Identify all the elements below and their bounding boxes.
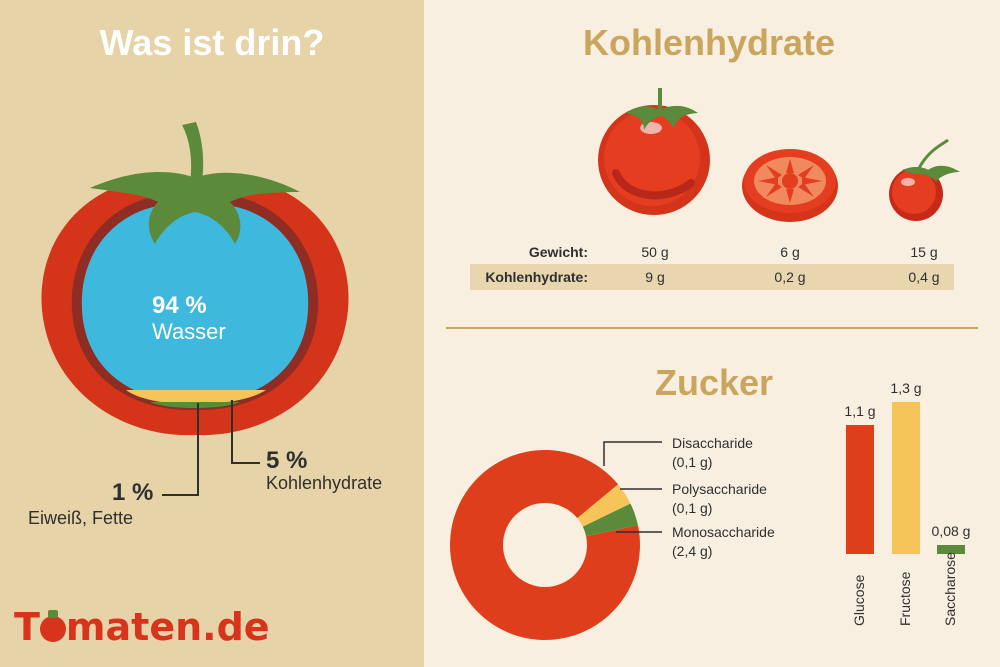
bar-fructose [892, 402, 920, 554]
table-cell: 9 g [645, 269, 665, 285]
logo-suffix: maten.de [65, 605, 270, 649]
table-cell: 50 g [641, 244, 669, 260]
composition-leader-lines [162, 400, 260, 496]
donut-leader-lines [603, 441, 662, 533]
bar-value-label: 0,08 g [931, 522, 971, 539]
sugar-donut-chart [450, 450, 640, 640]
composition-title: Was ist drin? [99, 22, 325, 63]
bar-category-label: Glucose [851, 574, 867, 626]
bar-glucose [846, 425, 874, 554]
protein-label: Eiweiß, Fette [28, 508, 134, 528]
donut-label-polysaccharide: Polysaccharide (0,1 g) [672, 480, 767, 518]
table-row-gewicht: Gewicht: 50 g 6 g 15 g [470, 239, 954, 265]
sugar-bar-chart: 1,1 g Glucose 1,3 g Fructose 0,08 g Saccharos… [830, 380, 1000, 667]
table-cell: 6 g [780, 244, 800, 260]
tomato-whole-icon [598, 88, 710, 215]
logo-prefix: T [14, 605, 40, 649]
table-row-label: Gewicht: [528, 244, 588, 260]
donut-label-value: (0,1 g) [672, 500, 713, 516]
tomato-slice-icon [742, 149, 838, 222]
carbs-title: Kohlenhydrate [583, 22, 836, 63]
table-row-kohlenhydrate: Kohlenhydrate: 9 g 0,2 g 0,4 g [470, 264, 954, 290]
water-pct: 94 % [152, 292, 207, 319]
donut-hole [503, 503, 587, 587]
carbs-pct: 5 % [266, 447, 308, 474]
table-cell: 0,2 g [774, 269, 806, 285]
donut-label-monosaccharide: Monosaccharide (2,4 g) [672, 523, 775, 561]
donut-label-name: Polysaccharide [672, 481, 767, 497]
carbs-label: Kohlenhydrate [266, 473, 383, 493]
table-row-label: Kohlenhydrate: [485, 269, 588, 285]
bar-value-label: 1,1 g [844, 403, 876, 420]
protein-pct: 1 % [112, 479, 154, 506]
bar-category-label: Saccharose [942, 552, 958, 626]
section-divider [446, 327, 978, 329]
donut-label-value: (2,4 g) [672, 543, 713, 559]
cherry-tomato-icon [889, 138, 960, 221]
bar-saccharose [937, 544, 965, 554]
bar-category-label: Fructose [897, 571, 913, 626]
donut-label-disaccharide: Disaccharide (0,1 g) [672, 434, 753, 472]
table-cell: 0,4 g [908, 269, 940, 285]
logo-tomato-icon [39, 610, 66, 642]
water-label: Wasser [152, 319, 226, 344]
bar-value-label: 1,3 g [890, 380, 922, 396]
sugar-title: Zucker [655, 362, 774, 403]
donut-label-value: (0,1 g) [672, 454, 713, 470]
donut-label-name: Disaccharide [672, 435, 753, 451]
table-cell: 15 g [910, 244, 938, 260]
donut-label-name: Monosaccharide [672, 524, 775, 540]
